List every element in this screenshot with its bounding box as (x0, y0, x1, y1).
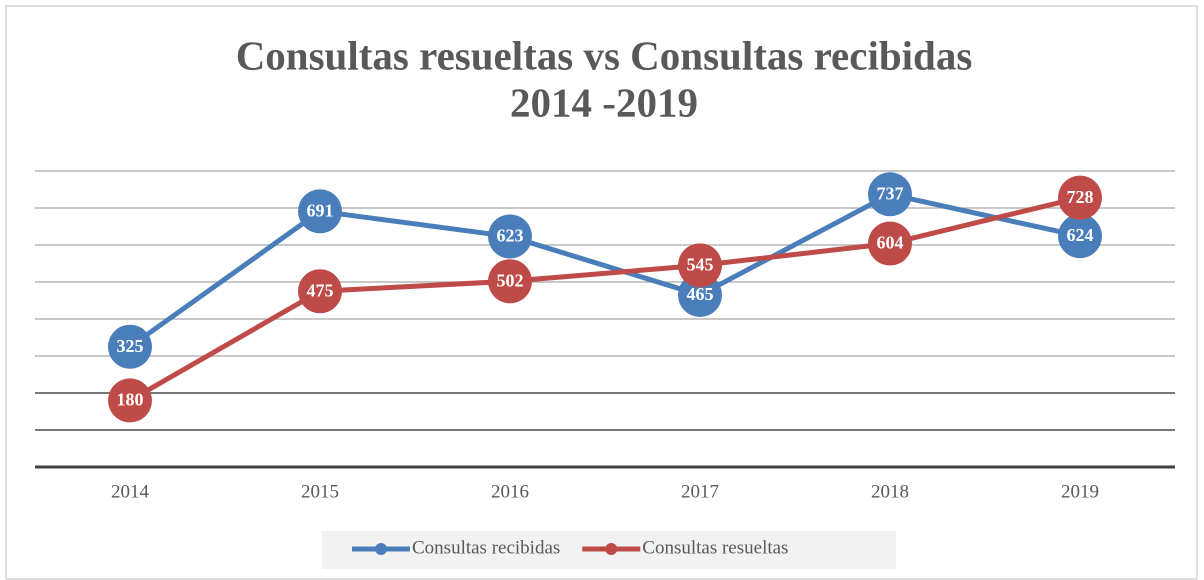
legend-swatch (605, 543, 618, 555)
marker (868, 172, 912, 217)
x-tick-label: 2019 (1061, 481, 1099, 502)
data-label: 325 (117, 336, 144, 356)
chart-title: Consultas resueltas vs Consultas recibid… (236, 32, 973, 78)
data-label: 180 (117, 390, 144, 410)
marker (1058, 214, 1102, 259)
data-label: 475 (307, 280, 334, 300)
series-line (128, 191, 1081, 349)
legend-label: Consultas resueltas (642, 537, 788, 558)
marker (108, 378, 152, 423)
chart-title: 2014 -2019 (510, 79, 698, 125)
x-tick-label: 2017 (681, 481, 719, 502)
marker (678, 243, 722, 288)
data-label: 624 (1067, 225, 1094, 245)
marker (868, 221, 912, 266)
marker (488, 214, 532, 259)
series-line (128, 195, 1081, 403)
data-label: 623 (497, 226, 524, 246)
x-tick-label: 2018 (871, 481, 909, 502)
x-tick-label: 2015 (301, 481, 339, 502)
data-label: 737 (877, 183, 904, 203)
data-label: 465 (687, 284, 714, 304)
marker (108, 324, 152, 369)
marker (488, 259, 532, 304)
data-label: 728 (1067, 187, 1094, 207)
marker (1058, 175, 1102, 220)
data-label: 691 (307, 200, 334, 220)
x-tick-label: 2014 (111, 481, 150, 502)
data-label: 545 (687, 254, 714, 274)
marker (298, 269, 342, 314)
legend-label: Consultas recibidas (412, 537, 560, 558)
data-label: 502 (497, 270, 524, 290)
x-tick-label: 2016 (491, 481, 529, 502)
marker (298, 189, 342, 234)
data-label: 604 (877, 233, 904, 253)
legend-swatch (375, 543, 387, 555)
